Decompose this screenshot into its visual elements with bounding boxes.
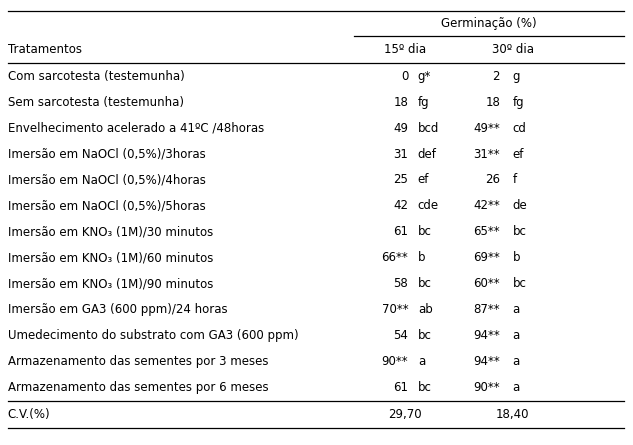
Text: de: de bbox=[513, 199, 527, 212]
Text: 87**: 87** bbox=[473, 303, 500, 316]
Text: ef: ef bbox=[418, 174, 429, 186]
Text: C.V.(%): C.V.(%) bbox=[8, 408, 50, 421]
Text: Envelhecimento acelerado a 41ºC /48horas: Envelhecimento acelerado a 41ºC /48horas bbox=[8, 121, 264, 134]
Text: fg: fg bbox=[418, 96, 429, 109]
Text: Umedecimento do substrato com GA3 (600 ppm): Umedecimento do substrato com GA3 (600 p… bbox=[8, 329, 298, 342]
Text: g*: g* bbox=[418, 70, 431, 83]
Text: ef: ef bbox=[513, 147, 524, 161]
Text: Imersão em KNO₃ (1M)/30 minutos: Imersão em KNO₃ (1M)/30 minutos bbox=[8, 225, 213, 239]
Text: Sem sarcotesta (testemunha): Sem sarcotesta (testemunha) bbox=[8, 96, 184, 109]
Text: cd: cd bbox=[513, 121, 527, 134]
Text: Imersão em NaOCl (0,5%)/5horas: Imersão em NaOCl (0,5%)/5horas bbox=[8, 199, 205, 212]
Text: fg: fg bbox=[513, 96, 524, 109]
Text: b: b bbox=[513, 251, 520, 264]
Text: a: a bbox=[513, 381, 520, 394]
Text: Imersão em KNO₃ (1M)/90 minutos: Imersão em KNO₃ (1M)/90 minutos bbox=[8, 277, 213, 290]
Text: 49**: 49** bbox=[473, 121, 500, 134]
Text: 61: 61 bbox=[393, 381, 408, 394]
Text: Armazenamento das sementes por 3 meses: Armazenamento das sementes por 3 meses bbox=[8, 355, 268, 368]
Text: 94**: 94** bbox=[473, 329, 500, 342]
Text: Imersão em NaOCl (0,5%)/4horas: Imersão em NaOCl (0,5%)/4horas bbox=[8, 174, 206, 186]
Text: 54: 54 bbox=[394, 329, 408, 342]
Text: 25: 25 bbox=[394, 174, 408, 186]
Text: Tratamentos: Tratamentos bbox=[8, 43, 82, 56]
Text: 0: 0 bbox=[401, 70, 408, 83]
Text: 2: 2 bbox=[492, 70, 500, 83]
Text: Com sarcotesta (testemunha): Com sarcotesta (testemunha) bbox=[8, 70, 184, 83]
Text: Imersão em KNO₃ (1M)/60 minutos: Imersão em KNO₃ (1M)/60 minutos bbox=[8, 251, 213, 264]
Text: bc: bc bbox=[513, 277, 527, 290]
Text: f: f bbox=[513, 174, 517, 186]
Text: 66**: 66** bbox=[382, 251, 408, 264]
Text: 60**: 60** bbox=[473, 277, 500, 290]
Text: Imersão em NaOCl (0,5%)/3horas: Imersão em NaOCl (0,5%)/3horas bbox=[8, 147, 205, 161]
Text: b: b bbox=[418, 251, 425, 264]
Text: 49: 49 bbox=[393, 121, 408, 134]
Text: ab: ab bbox=[418, 303, 432, 316]
Text: 61: 61 bbox=[393, 225, 408, 239]
Text: 15º dia: 15º dia bbox=[384, 43, 426, 56]
Text: 29,70: 29,70 bbox=[388, 408, 422, 421]
Text: 90**: 90** bbox=[382, 355, 408, 368]
Text: a: a bbox=[513, 303, 520, 316]
Text: 65**: 65** bbox=[473, 225, 500, 239]
Text: 18: 18 bbox=[486, 96, 500, 109]
Text: bc: bc bbox=[418, 225, 432, 239]
Text: 26: 26 bbox=[485, 174, 500, 186]
Text: a: a bbox=[418, 355, 425, 368]
Text: def: def bbox=[418, 147, 437, 161]
Text: 18,40: 18,40 bbox=[496, 408, 529, 421]
Text: 69**: 69** bbox=[473, 251, 500, 264]
Text: 30º dia: 30º dia bbox=[492, 43, 534, 56]
Text: a: a bbox=[513, 329, 520, 342]
Text: 70**: 70** bbox=[382, 303, 408, 316]
Text: bcd: bcd bbox=[418, 121, 439, 134]
Text: 31**: 31** bbox=[473, 147, 500, 161]
Text: Armazenamento das sementes por 6 meses: Armazenamento das sementes por 6 meses bbox=[8, 381, 268, 394]
Text: bc: bc bbox=[418, 329, 432, 342]
Text: bc: bc bbox=[418, 381, 432, 394]
Text: 90**: 90** bbox=[473, 381, 500, 394]
Text: 42**: 42** bbox=[473, 199, 500, 212]
Text: Imersão em GA3 (600 ppm)/24 horas: Imersão em GA3 (600 ppm)/24 horas bbox=[8, 303, 227, 316]
Text: 58: 58 bbox=[394, 277, 408, 290]
Text: 42: 42 bbox=[393, 199, 408, 212]
Text: a: a bbox=[513, 355, 520, 368]
Text: 31: 31 bbox=[394, 147, 408, 161]
Text: Germinação (%): Germinação (%) bbox=[441, 17, 537, 30]
Text: g: g bbox=[513, 70, 520, 83]
Text: cde: cde bbox=[418, 199, 439, 212]
Text: 18: 18 bbox=[394, 96, 408, 109]
Text: bc: bc bbox=[513, 225, 527, 239]
Text: bc: bc bbox=[418, 277, 432, 290]
Text: 94**: 94** bbox=[473, 355, 500, 368]
